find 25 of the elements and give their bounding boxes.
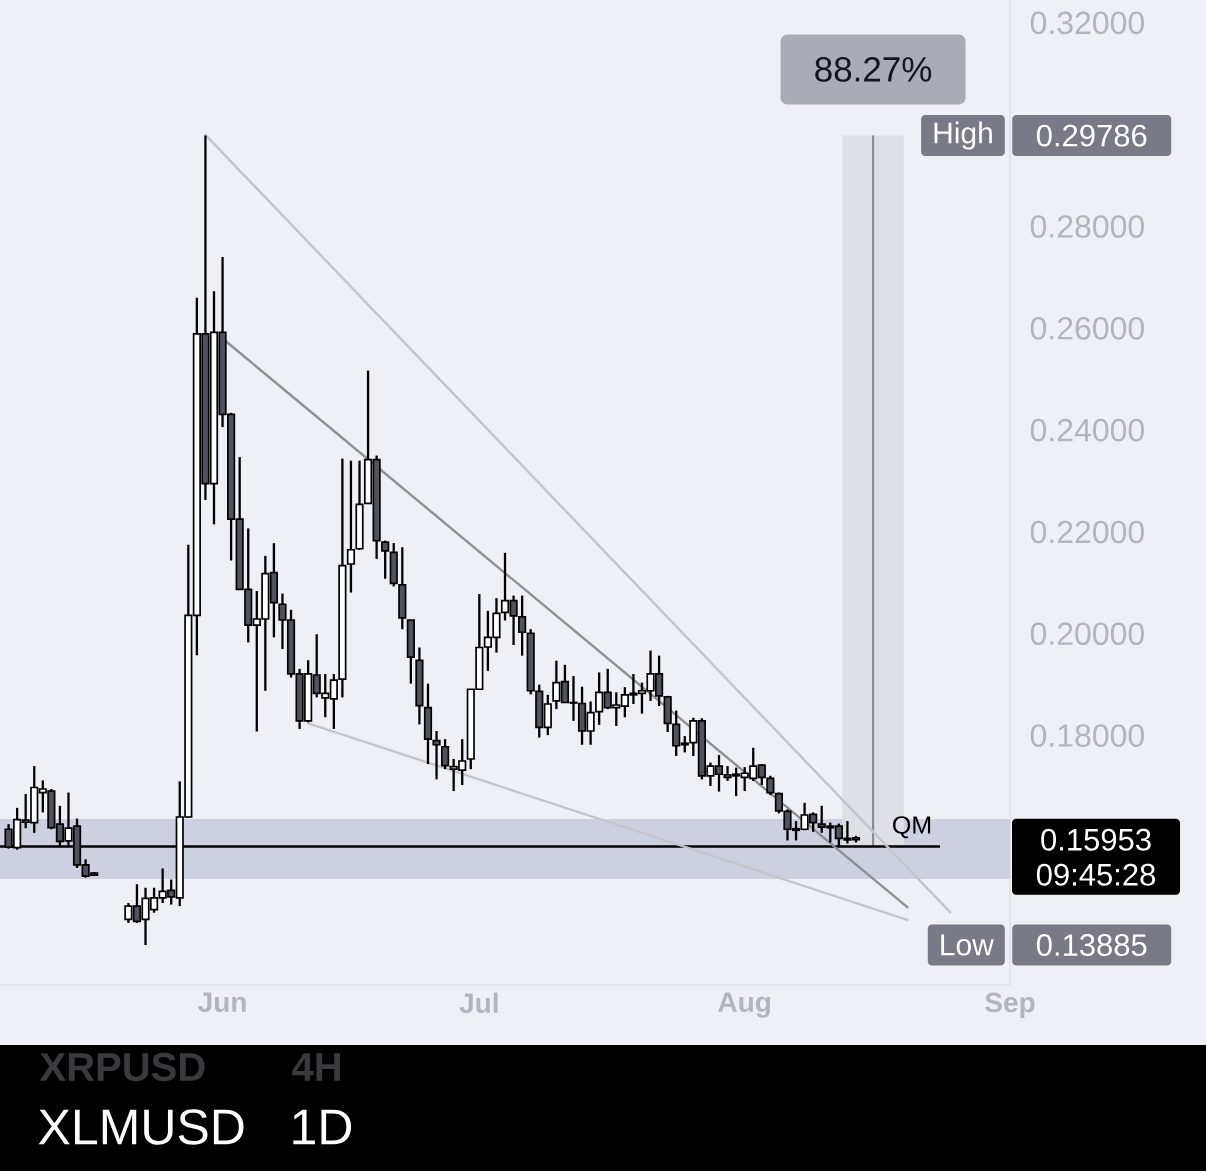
annotation: 88.27% — [815, 57, 932, 82]
y-tick-label: 0.26000 — [1030, 317, 1144, 340]
y-tick-label: 0.22000 — [1030, 520, 1144, 544]
text: XRPUSD — [39, 1052, 205, 1082]
x-tick-label: Aug — [718, 992, 771, 1018]
x-tick-label: Sep — [985, 992, 1035, 1018]
text: 0.13885 — [1036, 934, 1147, 957]
text: 09:45:28 — [1036, 863, 1156, 886]
y-tick-label: 0.18000 — [1030, 724, 1144, 747]
candlestick — [441, 737, 450, 771]
x-tick-label: Jul — [459, 992, 498, 1014]
ref-line-label: QM — [893, 816, 931, 839]
text: 4H — [292, 1053, 340, 1081]
text: 0.29786 — [1036, 124, 1147, 147]
y-tick-label: 0.28000 — [1030, 215, 1144, 238]
y-tick-label: 0.32000 — [1030, 11, 1144, 35]
y-tick-label: 0.24000 — [1030, 418, 1144, 442]
annotation: High — [934, 121, 992, 150]
y-tick-label: 0.20000 — [1030, 622, 1144, 646]
text: 0.15953 — [1041, 828, 1151, 851]
candlestick — [432, 729, 441, 781]
text: XLMUSD — [38, 1109, 244, 1145]
x-tick-label: Jun — [198, 992, 246, 1013]
annotation: Low — [941, 934, 994, 956]
text: 1D — [293, 1109, 352, 1145]
